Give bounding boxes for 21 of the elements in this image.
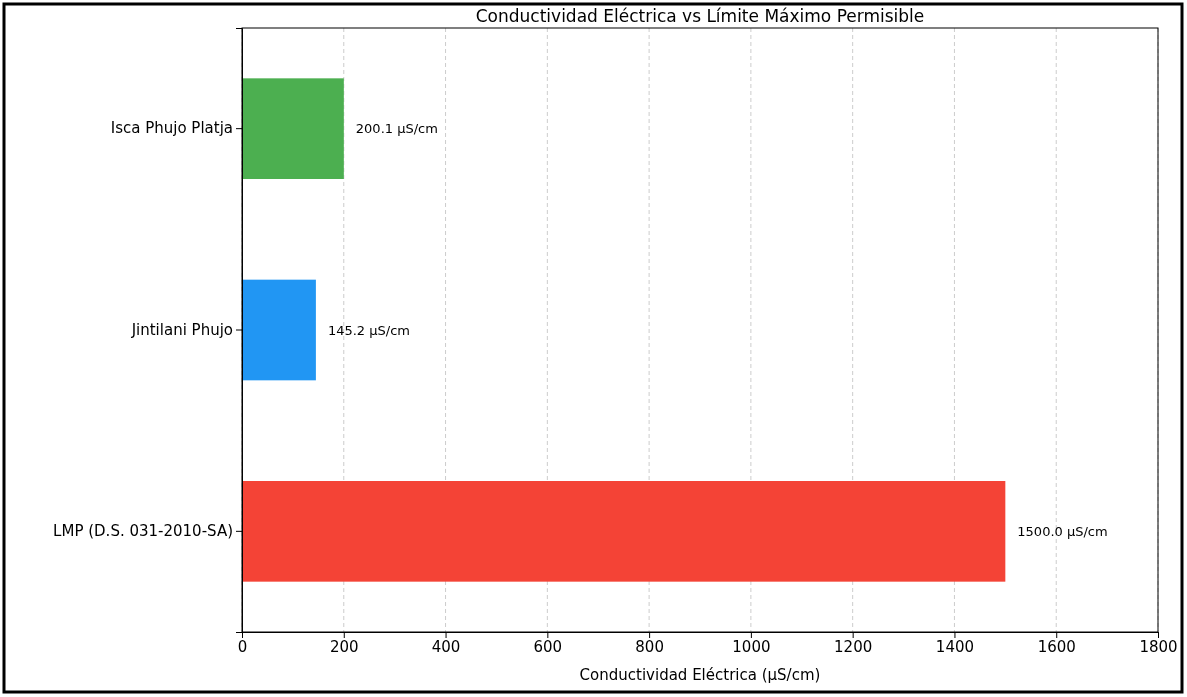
data-label: 200.1 µS/cm xyxy=(355,121,438,137)
x-tick-label: 800 xyxy=(635,637,664,656)
bar xyxy=(242,481,1006,582)
x-axis-title: Conductividad Eléctrica (µS/cm) xyxy=(579,666,821,684)
y-tick-label: LMP (D.S. 031-2010-SA) xyxy=(53,522,233,541)
x-tick-label: 0 xyxy=(237,637,248,656)
data-label: 1500.0 µS/cm xyxy=(1017,523,1108,539)
x-tick-label: 200 xyxy=(329,637,359,656)
bar xyxy=(242,279,316,381)
x-tick-label: 400 xyxy=(431,637,461,656)
x-tick-label: 1000 xyxy=(732,637,771,656)
bar xyxy=(242,78,344,179)
x-tick-label: 1400 xyxy=(935,637,975,656)
y-tick-label: Jintilani Phujo xyxy=(130,320,233,339)
data-label: 145.2 µS/cm xyxy=(327,322,410,338)
x-tick-label: 1600 xyxy=(1037,637,1076,656)
x-tick-label: 1200 xyxy=(834,637,873,656)
chart-title: Conductividad Eléctrica vs Límite Máximo Permisible xyxy=(475,6,925,26)
x-tick-label: 1800 xyxy=(1139,637,1178,656)
x-tick-label: 600 xyxy=(533,637,563,656)
y-tick-label: Isca Phujo Platja xyxy=(110,119,233,138)
